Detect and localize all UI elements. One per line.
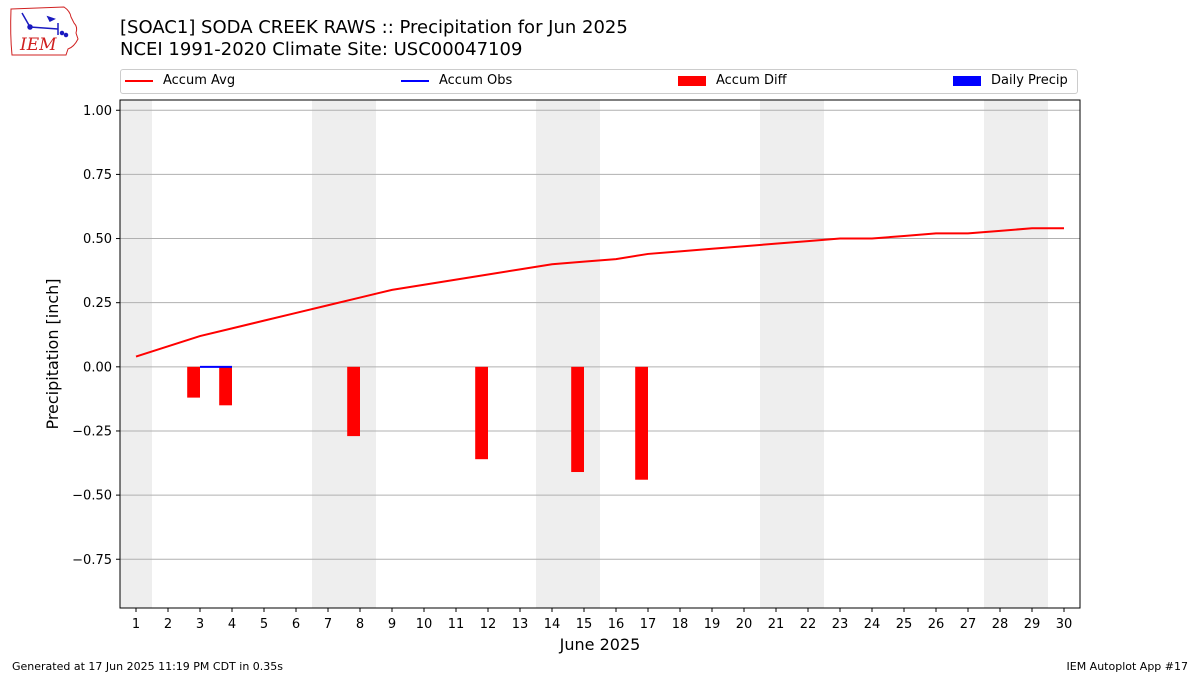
x-tick-label: 10 [416,617,433,632]
diff-bars [187,366,648,480]
x-tick-label: 4 [228,617,236,632]
x-tick-label: 22 [800,617,817,632]
bar-accum-diff-4 [219,366,232,406]
x-tick-label: 21 [768,617,785,632]
x-tick-label: 27 [960,617,977,632]
x-tick-label: 14 [544,617,561,632]
x-tick-label: 9 [388,617,396,632]
y-axis-label: Precipitation [inch] [43,278,62,429]
bar-accum-diff-3 [187,366,200,398]
line-accum-avg [135,227,1064,358]
y-tick-label: 0.25 [83,296,112,311]
plot-frame [119,99,1081,609]
x-tick-label: 24 [864,617,881,632]
legend-swatch-accum-avg [125,79,153,82]
logo-text: IEM [19,35,57,55]
x-tick-label: 28 [992,617,1009,632]
x-tick-label: 25 [896,617,913,632]
x-axis-label: June 2025 [559,635,641,654]
chart-subtitle: NCEI 1991-2020 Climate Site: USC00047109 [120,39,523,60]
legend-swatch-accum-diff [678,75,706,86]
weekend-bands [120,100,1048,608]
y-axis: −0.75 −0.50 −0.25 0.00 0.25 0.50 0.75 1.00 [72,104,120,568]
x-tick-label: 1 [132,617,140,632]
iowa-outline-icon [10,6,79,56]
weekend-band-1 [312,100,376,608]
x-tick-label: 7 [324,617,332,632]
x-tick-label: 29 [1024,617,1041,632]
weekend-band-4 [984,100,1048,608]
iem-logo: IEM [10,6,79,56]
x-tick-label: 19 [704,617,721,632]
y-tick-label: −0.75 [72,553,112,568]
x-tick-label: 11 [448,617,465,632]
legend-swatch-daily-precip [953,75,981,86]
bar-accum-diff-8 [347,366,360,437]
series-lines [135,227,1064,368]
footer-generated: Generated at 17 Jun 2025 11:19 PM CDT in… [12,660,284,673]
x-axis: 1 2 3 4 5 6 7 8 9 10 11 12 13 14 15 16 17 18 19 20 21 22 23 24 2… [132,608,1072,632]
x-tick-label: 26 [928,617,945,632]
chart-title: [SOAC1] SODA CREEK RAWS :: Precipitation… [120,17,628,38]
y-tick-label: 0.75 [83,168,112,183]
x-tick-label: 16 [608,617,625,632]
x-tick-label: 15 [576,617,593,632]
legend-label-accum-obs: Accum Obs [439,73,513,88]
legend-label-daily-precip: Daily Precip [991,73,1068,88]
x-tick-label: 20 [736,617,753,632]
x-tick-label: 8 [356,617,364,632]
y-tick-label: 1.00 [83,104,112,119]
x-tick-label: 23 [832,617,849,632]
footer-app: IEM Autoplot App #17 [1066,660,1189,673]
legend-label-accum-diff: Accum Diff [716,73,787,88]
x-tick-label: 5 [260,617,268,632]
legend-swatch-accum-obs [401,79,429,82]
x-tick-label: 30 [1056,617,1073,632]
chart-legend: Accum Avg Accum Obs Accum Diff Daily Pre… [120,69,1078,94]
weekend-band-3 [760,100,824,608]
x-tick-label: 6 [292,617,300,632]
x-tick-label: 18 [672,617,689,632]
y-tick-label: 0.50 [83,232,112,247]
bar-accum-diff-12 [475,366,488,460]
legend-item-daily-precip: Daily Precip [953,73,1068,88]
x-tick-label: 2 [164,617,172,632]
x-tick-label: 17 [640,617,657,632]
legend-item-accum-obs: Accum Obs [401,73,512,88]
weather-station-icon [21,12,69,38]
legend-label-accum-avg: Accum Avg [163,73,236,88]
x-tick-label: 3 [196,617,204,632]
grid-lines [120,109,1080,560]
x-tick-label: 12 [480,617,497,632]
weekend-band-2 [536,100,600,608]
bar-accum-diff-15 [571,366,584,473]
y-tick-label: −0.50 [72,489,112,504]
legend-item-accum-avg: Accum Avg [125,73,235,88]
legend-item-accum-diff: Accum Diff [678,73,787,88]
y-tick-label: 0.00 [83,360,112,375]
x-tick-label: 13 [512,617,529,632]
y-tick-label: −0.25 [72,424,112,439]
bar-accum-diff-17 [635,366,648,480]
